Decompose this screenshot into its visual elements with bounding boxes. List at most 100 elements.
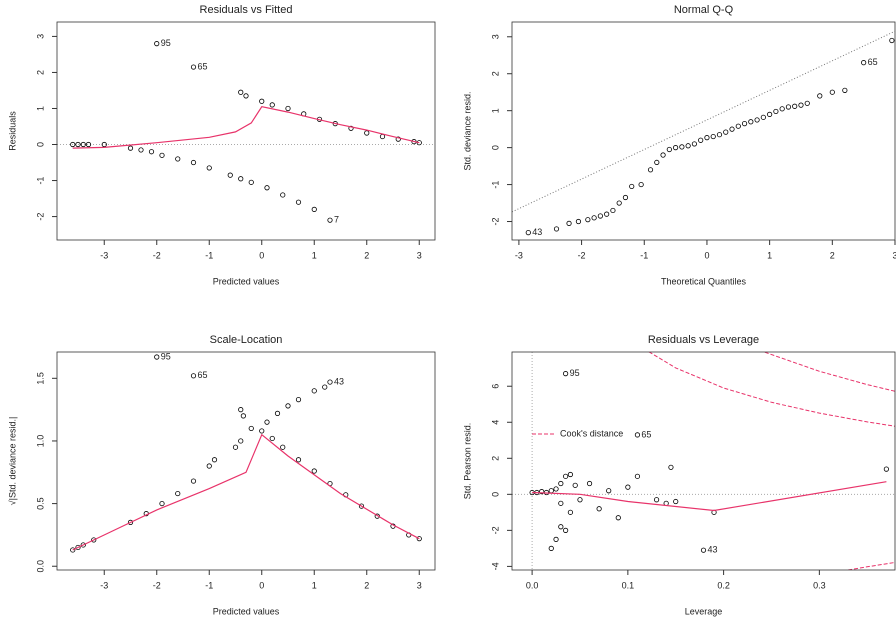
point — [817, 93, 823, 99]
plot-frame — [56, 351, 436, 571]
panel: Scale-Location Predicted values √|Std. dev… — [7, 334, 436, 616]
point — [629, 183, 635, 190]
point-label: 95 — [570, 368, 580, 378]
point — [159, 500, 165, 507]
point — [539, 489, 545, 495]
y-tick-label: 0 — [490, 145, 500, 150]
x-tick-label: 0 — [259, 580, 264, 590]
point — [735, 123, 741, 129]
y-tick-label: 0 — [35, 142, 45, 147]
point — [660, 152, 666, 158]
point — [754, 117, 760, 123]
cook-contour — [848, 561, 895, 570]
y-tick-label: 6 — [490, 384, 500, 389]
point-label: 43 — [532, 227, 542, 237]
point — [638, 181, 644, 188]
point — [548, 545, 554, 551]
point — [295, 457, 302, 463]
point — [760, 114, 766, 120]
point — [773, 108, 779, 115]
y-tick-label: 0.5 — [35, 497, 45, 510]
point — [710, 133, 716, 140]
point — [285, 403, 291, 409]
x-tick-label: -1 — [205, 580, 213, 590]
point — [654, 159, 660, 166]
point — [548, 488, 554, 494]
point — [175, 490, 181, 497]
point — [798, 102, 804, 108]
point — [80, 141, 86, 148]
point — [673, 498, 679, 505]
plot-frame — [511, 21, 896, 241]
point-label: 95 — [161, 38, 171, 48]
y-tick-label: -2 — [490, 526, 500, 534]
point — [567, 471, 574, 478]
point — [206, 165, 212, 171]
point — [779, 106, 785, 112]
x-tick-label: 0.3 — [813, 580, 826, 590]
point — [269, 102, 275, 108]
point — [348, 125, 354, 131]
x-tick-label: 0.1 — [622, 580, 635, 590]
plot-frame — [56, 21, 436, 241]
point — [248, 179, 254, 185]
point — [741, 121, 748, 127]
cook-contour — [764, 352, 895, 392]
panel-title: Scale-Location — [210, 334, 283, 346]
point — [379, 133, 386, 140]
point — [311, 468, 317, 474]
point — [572, 482, 578, 488]
point — [748, 119, 754, 125]
point-label: 65 — [198, 370, 208, 380]
point — [577, 497, 583, 503]
point — [586, 480, 593, 487]
point — [585, 217, 591, 223]
outlier-point — [700, 547, 707, 553]
x-tick-label: 0.2 — [717, 580, 730, 590]
outlier-point — [889, 37, 895, 44]
y-tick-label: -4 — [490, 562, 500, 570]
point — [243, 93, 249, 99]
point — [591, 215, 597, 221]
point — [567, 509, 574, 515]
smooth-line — [72, 106, 420, 149]
outlier-point — [525, 230, 531, 236]
point — [679, 144, 685, 150]
smooth-line — [72, 433, 420, 551]
outlier-point — [190, 64, 197, 70]
point — [723, 129, 729, 135]
x-tick-label: -3 — [515, 250, 523, 260]
x-axis-label: Theoretical Quantiles — [661, 276, 747, 286]
point — [70, 547, 76, 553]
point — [248, 425, 254, 432]
point — [606, 488, 612, 494]
y-tick-label: 1.5 — [35, 372, 45, 385]
point — [295, 397, 302, 403]
y-axis-label: Std. deviance resid. — [462, 91, 472, 170]
point — [785, 104, 792, 110]
point — [792, 103, 798, 109]
y-tick-label: -1 — [35, 177, 45, 185]
outlier-point — [563, 371, 569, 377]
point — [190, 159, 197, 166]
point — [558, 480, 564, 487]
point — [190, 478, 197, 484]
point — [729, 126, 735, 132]
point — [673, 145, 679, 151]
y-tick-label: 3 — [490, 34, 500, 39]
point — [285, 105, 291, 112]
panel-title: Normal Q-Q — [674, 4, 734, 16]
point — [883, 466, 889, 472]
point — [148, 149, 155, 155]
point — [127, 145, 134, 151]
point — [563, 527, 569, 533]
point — [553, 536, 559, 542]
point — [238, 407, 244, 413]
x-tick-label: -2 — [578, 250, 586, 260]
point-label: 7 — [334, 215, 339, 225]
y-axis-label: Residuals — [7, 111, 17, 151]
x-tick-label: -1 — [640, 250, 648, 260]
point — [691, 141, 698, 147]
point-label: 65 — [198, 61, 208, 71]
point — [596, 506, 602, 512]
